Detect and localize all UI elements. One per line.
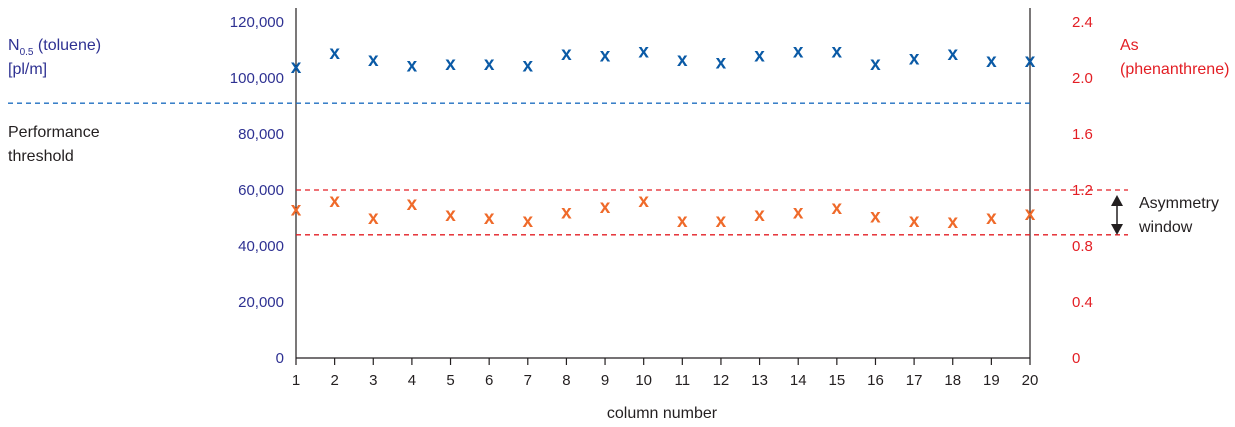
right-tick-label: 0 xyxy=(1072,350,1080,367)
x-tick-label: 18 xyxy=(944,372,961,389)
plate-number-point: x xyxy=(638,41,649,62)
x-tick-label: 13 xyxy=(751,372,768,389)
asymmetry-point: x xyxy=(484,208,495,229)
asymmetry-window-label-2: window xyxy=(1138,219,1193,236)
asymmetry-point: x xyxy=(793,202,804,223)
left-axis-ticks: 0 20,000 40,000 60,000 80,000 100,000 120,000 xyxy=(230,14,284,367)
plate-number-point: x xyxy=(909,48,920,69)
asymmetry-point: x xyxy=(445,205,456,226)
x-tick-label: 3 xyxy=(369,372,377,389)
plate-number-point: x xyxy=(832,41,843,62)
plate-number-point: x xyxy=(870,54,881,75)
left-axis-label-units: [pl/m] xyxy=(8,61,47,78)
double-arrow-icon xyxy=(1111,195,1123,235)
x-tick-label: 7 xyxy=(524,372,532,389)
plate-number-point: x xyxy=(329,43,340,64)
asymmetry-point: x xyxy=(291,200,302,221)
x-tick-label: 15 xyxy=(828,372,845,389)
x-tick-label: 9 xyxy=(601,372,609,389)
plate-number-point: x xyxy=(793,41,804,62)
asymmetry-point: x xyxy=(870,207,881,228)
plate-number-point: x xyxy=(600,46,611,67)
plate-number-point: x xyxy=(754,46,765,67)
x-tick-label: 14 xyxy=(790,372,807,389)
x-axis-ticks: 1 2 3 4 5 6 7 8 9 10 11 12 13 14 15 16 17 18 19 20 xyxy=(292,358,1039,389)
reference-lines xyxy=(8,102,1128,236)
plate-number-point: x xyxy=(677,50,688,71)
left-tick-label: 0 xyxy=(276,350,284,367)
right-axis-ticks: 0 0.4 0.8 1.2 1.6 2.0 2.4 xyxy=(1072,14,1093,367)
x-tick-label: 20 xyxy=(1022,372,1039,389)
right-axis-label-compound: (phenanthrene) xyxy=(1120,61,1229,78)
left-tick-label: 80,000 xyxy=(238,126,284,143)
axes xyxy=(295,8,1031,359)
x-tick-label: 6 xyxy=(485,372,493,389)
right-tick-label: 1.6 xyxy=(1072,126,1093,143)
asymmetry-point: x xyxy=(832,198,843,219)
right-tick-label: 2.4 xyxy=(1072,14,1093,31)
plate-number-point: x xyxy=(368,50,379,71)
performance-threshold-label-2: threshold xyxy=(8,148,74,165)
asymmetry-point: x xyxy=(986,208,997,229)
plate-number-point: x xyxy=(947,44,958,65)
x-tick-label: 17 xyxy=(906,372,923,389)
right-tick-label: 1.2 xyxy=(1072,182,1093,199)
asymmetry-point: x xyxy=(329,191,340,212)
performance-threshold-label: Performance xyxy=(8,124,100,141)
plate-number-point: x xyxy=(407,55,418,76)
plate-number-point: x xyxy=(484,54,495,75)
plate-number-point: x xyxy=(1025,51,1036,72)
x-tick-label: 11 xyxy=(675,372,691,389)
x-tick-label: 12 xyxy=(713,372,730,389)
plate-number-point: x xyxy=(986,51,997,72)
asymmetry-point: x xyxy=(523,211,534,232)
right-tick-label: 0.8 xyxy=(1072,238,1093,255)
plate-number-point: x xyxy=(291,57,302,78)
asymmetry-point: x xyxy=(368,208,379,229)
x-tick-label: 2 xyxy=(330,372,338,389)
x-tick-label: 5 xyxy=(446,372,454,389)
asymmetry-window-label: Asymmetry xyxy=(1139,195,1219,212)
left-tick-label: 40,000 xyxy=(238,238,284,255)
right-axis-label: As xyxy=(1120,37,1139,54)
plate-number-point: x xyxy=(716,53,727,74)
plate-number-point: x xyxy=(523,55,534,76)
asymmetry-point: x xyxy=(600,197,611,218)
right-tick-label: 0.4 xyxy=(1072,294,1093,311)
plate-number-point: x xyxy=(445,54,456,75)
left-tick-label: 100,000 xyxy=(230,70,284,87)
x-tick-label: 19 xyxy=(983,372,1000,389)
asymmetry-point: x xyxy=(638,191,649,212)
x-tick-label: 10 xyxy=(635,372,652,389)
asymmetry-point: x xyxy=(677,211,688,232)
x-axis-label: column number xyxy=(607,405,718,422)
x-tick-label: 4 xyxy=(408,372,416,389)
asymmetry-point: x xyxy=(947,212,958,233)
left-tick-label: 20,000 xyxy=(238,294,284,311)
asymmetry-point: x xyxy=(407,194,418,215)
x-tick-label: 16 xyxy=(867,372,884,389)
asymmetry-point: x xyxy=(909,211,920,232)
left-tick-label: 120,000 xyxy=(230,14,284,31)
x-tick-label: 1 xyxy=(292,372,300,389)
asymmetry-point: x xyxy=(754,205,765,226)
plate-number-point: x xyxy=(561,44,572,65)
left-axis-label: N0.5 (toluene) xyxy=(8,37,101,58)
asymmetry-point: x xyxy=(1025,204,1036,225)
right-tick-label: 2.0 xyxy=(1072,70,1093,87)
left-tick-label: 60,000 xyxy=(238,182,284,199)
asymmetry-point: x xyxy=(561,202,572,223)
series-asymmetry: x x x x x x x x x x x x x x x x x x x x xyxy=(291,191,1036,233)
asymmetry-point: x xyxy=(716,211,727,232)
series-plate-number: xx x x x x xx x x x x x x xx x x x x xyxy=(291,41,1036,77)
x-tick-label: 8 xyxy=(562,372,570,389)
